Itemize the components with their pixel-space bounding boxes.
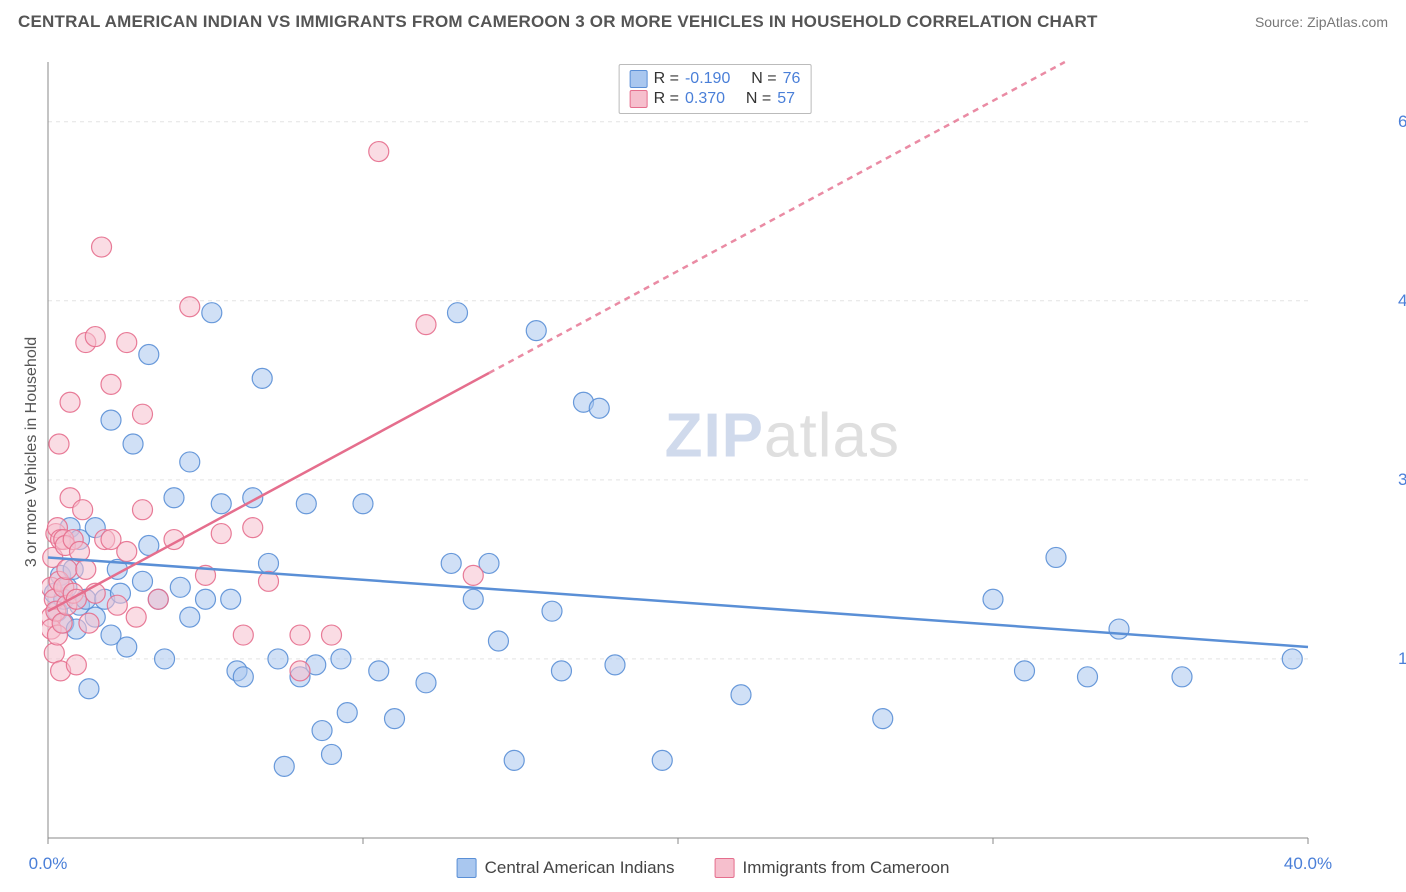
chart-area: 3 or more Vehicles in Household ZIPatlas…: [42, 60, 1388, 844]
legend-swatch-1: [715, 858, 735, 878]
legend-item-0: Central American Indians: [457, 858, 675, 878]
r-label: R =: [654, 90, 679, 108]
r-value-1: 0.370: [685, 90, 725, 108]
legend-label-1: Immigrants from Cameroon: [743, 858, 950, 878]
y-tick-label: 45.0%: [1398, 291, 1406, 311]
swatch-series-1: [630, 90, 648, 108]
scatter-plot: [42, 60, 1388, 844]
y-axis-label: 3 or more Vehicles in Household: [23, 337, 41, 567]
y-tick-label: 30.0%: [1398, 470, 1406, 490]
y-tick-label: 60.0%: [1398, 112, 1406, 132]
stats-row-series-1: R = 0.370 N = 57: [630, 89, 801, 109]
n-label: N =: [746, 90, 771, 108]
legend-swatch-0: [457, 858, 477, 878]
y-tick-label: 15.0%: [1398, 649, 1406, 669]
x-tick-label: 0.0%: [29, 854, 68, 874]
chart-title: CENTRAL AMERICAN INDIAN VS IMMIGRANTS FR…: [18, 12, 1098, 32]
stats-row-series-0: R = -0.190 N = 76: [630, 69, 801, 89]
n-value-1: 57: [777, 90, 795, 108]
source-label: Source: ZipAtlas.com: [1255, 14, 1388, 30]
legend-label-0: Central American Indians: [485, 858, 675, 878]
x-tick-label: 40.0%: [1284, 854, 1332, 874]
header: CENTRAL AMERICAN INDIAN VS IMMIGRANTS FR…: [0, 0, 1406, 44]
series-legend: Central American Indians Immigrants from…: [457, 858, 950, 878]
swatch-series-0: [630, 70, 648, 88]
n-value-0: 76: [783, 70, 801, 88]
legend-item-1: Immigrants from Cameroon: [715, 858, 950, 878]
n-label: N =: [751, 70, 776, 88]
r-value-0: -0.190: [685, 70, 730, 88]
r-label: R =: [654, 70, 679, 88]
stats-legend: R = -0.190 N = 76 R = 0.370 N = 57: [619, 64, 812, 114]
